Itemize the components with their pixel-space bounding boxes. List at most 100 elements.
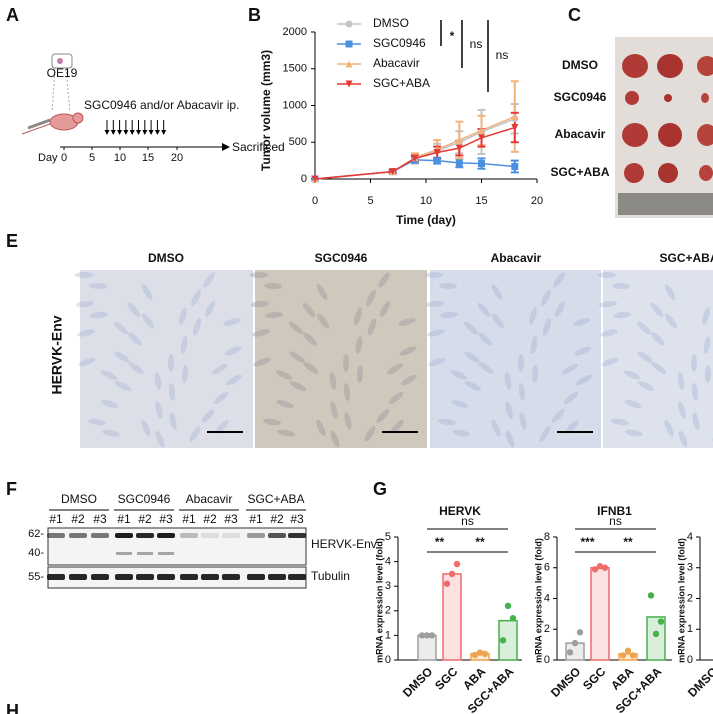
tissue-texture <box>401 374 417 386</box>
tissue-texture <box>387 363 403 375</box>
y-tick-label: 3 <box>687 562 693 574</box>
tissue-texture <box>573 318 591 326</box>
photo-row-label: Abacavir <box>555 127 606 141</box>
tissue-texture <box>276 400 294 408</box>
tissue-texture <box>330 430 340 448</box>
tumor <box>697 56 713 76</box>
x-tick-label: 0 <box>312 195 318 207</box>
cell-line: OE19 <box>47 66 78 80</box>
data-point <box>647 592 655 599</box>
tissue-texture <box>265 311 283 319</box>
wb-band-label: HERVK-Env <box>311 537 377 551</box>
tissue-texture <box>505 430 515 448</box>
tissue-texture <box>203 272 215 288</box>
tissue-texture <box>251 300 269 308</box>
tissue-texture <box>263 418 281 426</box>
wb-marker: 55- <box>28 571 44 583</box>
y-axis-label: mRNA expression level (fold) <box>374 538 384 663</box>
point <box>478 160 485 168</box>
tissue-texture <box>677 372 685 390</box>
tissue-texture <box>531 365 539 383</box>
tissue-texture <box>600 329 618 337</box>
tissue-texture <box>275 370 293 380</box>
y-tick-label: 1 <box>687 623 693 635</box>
tissue-texture <box>555 300 565 318</box>
point <box>411 154 419 162</box>
ihc-column-label: DMSO <box>148 251 184 265</box>
wb-band <box>116 552 132 555</box>
point <box>511 163 519 171</box>
significance-label: ns <box>461 514 474 528</box>
point <box>455 144 463 152</box>
y-tick-label: 1 <box>385 629 391 641</box>
tissue-texture <box>141 284 153 300</box>
tissue-texture <box>398 318 416 326</box>
wb-band <box>158 552 174 555</box>
y-tick-label: 2000 <box>283 26 307 38</box>
chart-title: HERVK <box>439 504 481 518</box>
tumor <box>622 54 648 78</box>
tissue-texture <box>77 329 95 337</box>
legend-marker <box>345 60 353 68</box>
tissue-texture <box>226 374 242 386</box>
tissue-texture <box>623 370 641 380</box>
wb-lane-label: #2 <box>71 512 85 526</box>
data-point <box>657 618 665 625</box>
day-tick-label: 0 <box>61 152 67 164</box>
tissue-texture <box>477 302 491 318</box>
tissue-texture <box>637 351 653 363</box>
tissue-texture <box>213 391 229 405</box>
injection-head <box>117 130 123 135</box>
wb-group-label: DMSO <box>61 492 97 506</box>
data-point <box>566 649 574 656</box>
tissue-texture <box>189 426 201 442</box>
wb-band <box>180 533 198 538</box>
tissue-texture <box>316 284 328 300</box>
x-tick-label: 20 <box>531 195 543 207</box>
schematic: SGC0946 and/or Abacavir ip. OE19 Day Sac… <box>21 53 285 164</box>
y-tick-label: 500 <box>289 136 307 148</box>
y-tick-label: 0 <box>544 654 550 666</box>
tissue-texture <box>692 412 700 430</box>
tissue-texture <box>625 429 643 437</box>
wb-band <box>222 533 240 538</box>
significance-label: ns <box>496 48 509 62</box>
photo-row-label: SGC0946 <box>554 90 607 104</box>
bar <box>590 567 610 661</box>
tissue-texture <box>678 430 688 448</box>
tissue-texture <box>201 409 215 423</box>
tissue-texture <box>541 289 551 307</box>
injection-head <box>110 130 116 135</box>
wb-band <box>201 574 219 580</box>
x-tick-label: DMSO <box>400 664 435 699</box>
tissue-texture <box>576 374 592 386</box>
wb-group-label: Abacavir <box>186 492 233 506</box>
injection-head <box>161 130 167 135</box>
ihc-column-label: Abacavir <box>491 251 542 265</box>
point <box>455 159 463 167</box>
wb-lane-label: #1 <box>249 512 263 526</box>
wb-band <box>47 533 65 538</box>
x-tick-label: DMSO <box>685 664 713 699</box>
tissue-texture <box>302 302 316 318</box>
y-tick-label: 2 <box>385 605 391 617</box>
y-axis-label: Tumor volume (mm3) <box>259 50 273 171</box>
tissue-texture <box>155 430 165 448</box>
tissue-texture <box>253 357 271 367</box>
data-point <box>591 566 599 573</box>
significance-label: * <box>450 29 455 43</box>
wb-band <box>136 533 154 538</box>
tissue-texture <box>464 351 480 363</box>
tissue-texture <box>330 401 338 419</box>
x-tick-label: DMSO <box>548 664 583 699</box>
point <box>478 126 485 134</box>
bar <box>417 634 437 661</box>
day-tick-label: 15 <box>142 152 154 164</box>
tissue-texture <box>518 383 526 401</box>
tumor <box>699 165 713 181</box>
tissue-texture <box>289 351 305 363</box>
ihc-row-label: HERVK-Env <box>49 315 65 394</box>
wb-lane-label: #3 <box>93 512 107 526</box>
mouse-tail <box>21 123 51 135</box>
y-tick-label: 2 <box>687 592 693 604</box>
